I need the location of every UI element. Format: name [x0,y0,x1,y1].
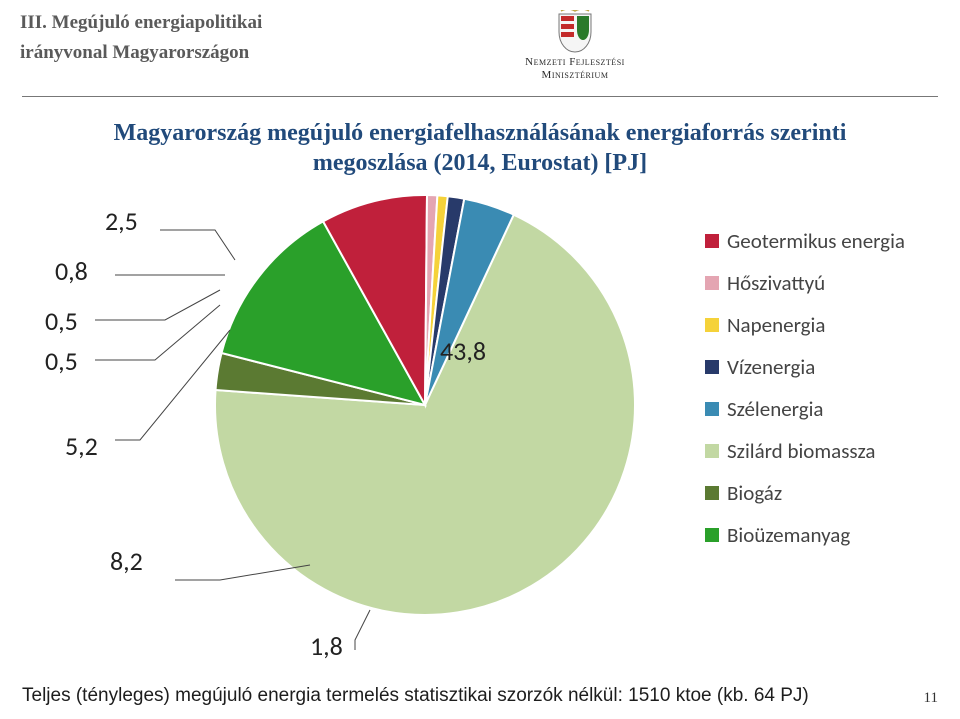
chart-title-line-1: Magyarország megújuló energiafelhasználá… [114,120,847,146]
legend-swatch [705,276,719,290]
section-line-2: irányvonal Magyarországon [20,42,249,63]
legend-item: Bioüzemanyag [705,514,905,556]
page: III. Megújuló energiapolitikai irányvona… [0,0,960,719]
ministry-name: Nemzeti Fejlesztési Minisztérium [475,56,675,81]
section-line-1: III. Megújuló energiapolitikai [20,12,262,33]
ministry-line-1: Nemzeti Fejlesztési [525,56,625,68]
legend-label: Szélenergia [727,388,823,430]
data-label: 2,5 [105,205,138,237]
legend-item: Biogáz [705,472,905,514]
data-label: 5,2 [65,430,98,462]
data-label: 8,2 [110,545,143,577]
header: III. Megújuló energiapolitikai irányvona… [20,8,940,69]
legend-swatch [705,486,719,500]
chart-title: Magyarország megújuló energiafelhasználá… [0,118,960,178]
legend-label: Szilárd biomassza [727,430,875,472]
legend-swatch [705,234,719,248]
legend-item: Hőszivattyú [705,262,905,304]
legend-swatch [705,360,719,374]
legend: Geotermikus energiaHőszivattyúNapenergia… [705,220,905,556]
legend-label: Napenergia [727,304,825,346]
legend-item: Szilárd biomassza [705,430,905,472]
legend-item: Szélenergia [705,388,905,430]
ministry-logo-block: Nemzeti Fejlesztési Minisztérium [475,10,675,81]
legend-item: Napenergia [705,304,905,346]
legend-swatch [705,402,719,416]
footnote: Teljes (tényleges) megújuló energia term… [22,685,809,707]
data-label: 0,5 [45,305,78,337]
chart-area: 43,8 1,8 8,2 5,2 0,5 0,5 0,8 2,5 Geotermikus en… [45,180,915,660]
ministry-line-2: Minisztérium [542,69,609,81]
data-label: 43,8 [440,335,486,367]
data-label: 0,8 [55,255,88,287]
page-number: 11 [924,690,938,707]
legend-label: Geotermikus energia [727,220,905,262]
chart-title-line-2: megoszlása (2014, Eurostat) [PJ] [313,150,647,176]
data-label: 1,8 [310,630,343,662]
legend-label: Vízenergia [727,346,815,388]
legend-item: Vízenergia [705,346,905,388]
legend-swatch [705,444,719,458]
coat-of-arms-icon [557,10,593,54]
legend-label: Hőszivattyú [727,262,825,304]
legend-swatch [705,528,719,542]
legend-item: Geotermikus energia [705,220,905,262]
legend-label: Bioüzemanyag [727,514,850,556]
header-divider [22,96,938,97]
legend-swatch [705,318,719,332]
data-label: 0,5 [45,345,78,377]
pie-chart [200,180,650,630]
legend-label: Biogáz [727,472,782,514]
